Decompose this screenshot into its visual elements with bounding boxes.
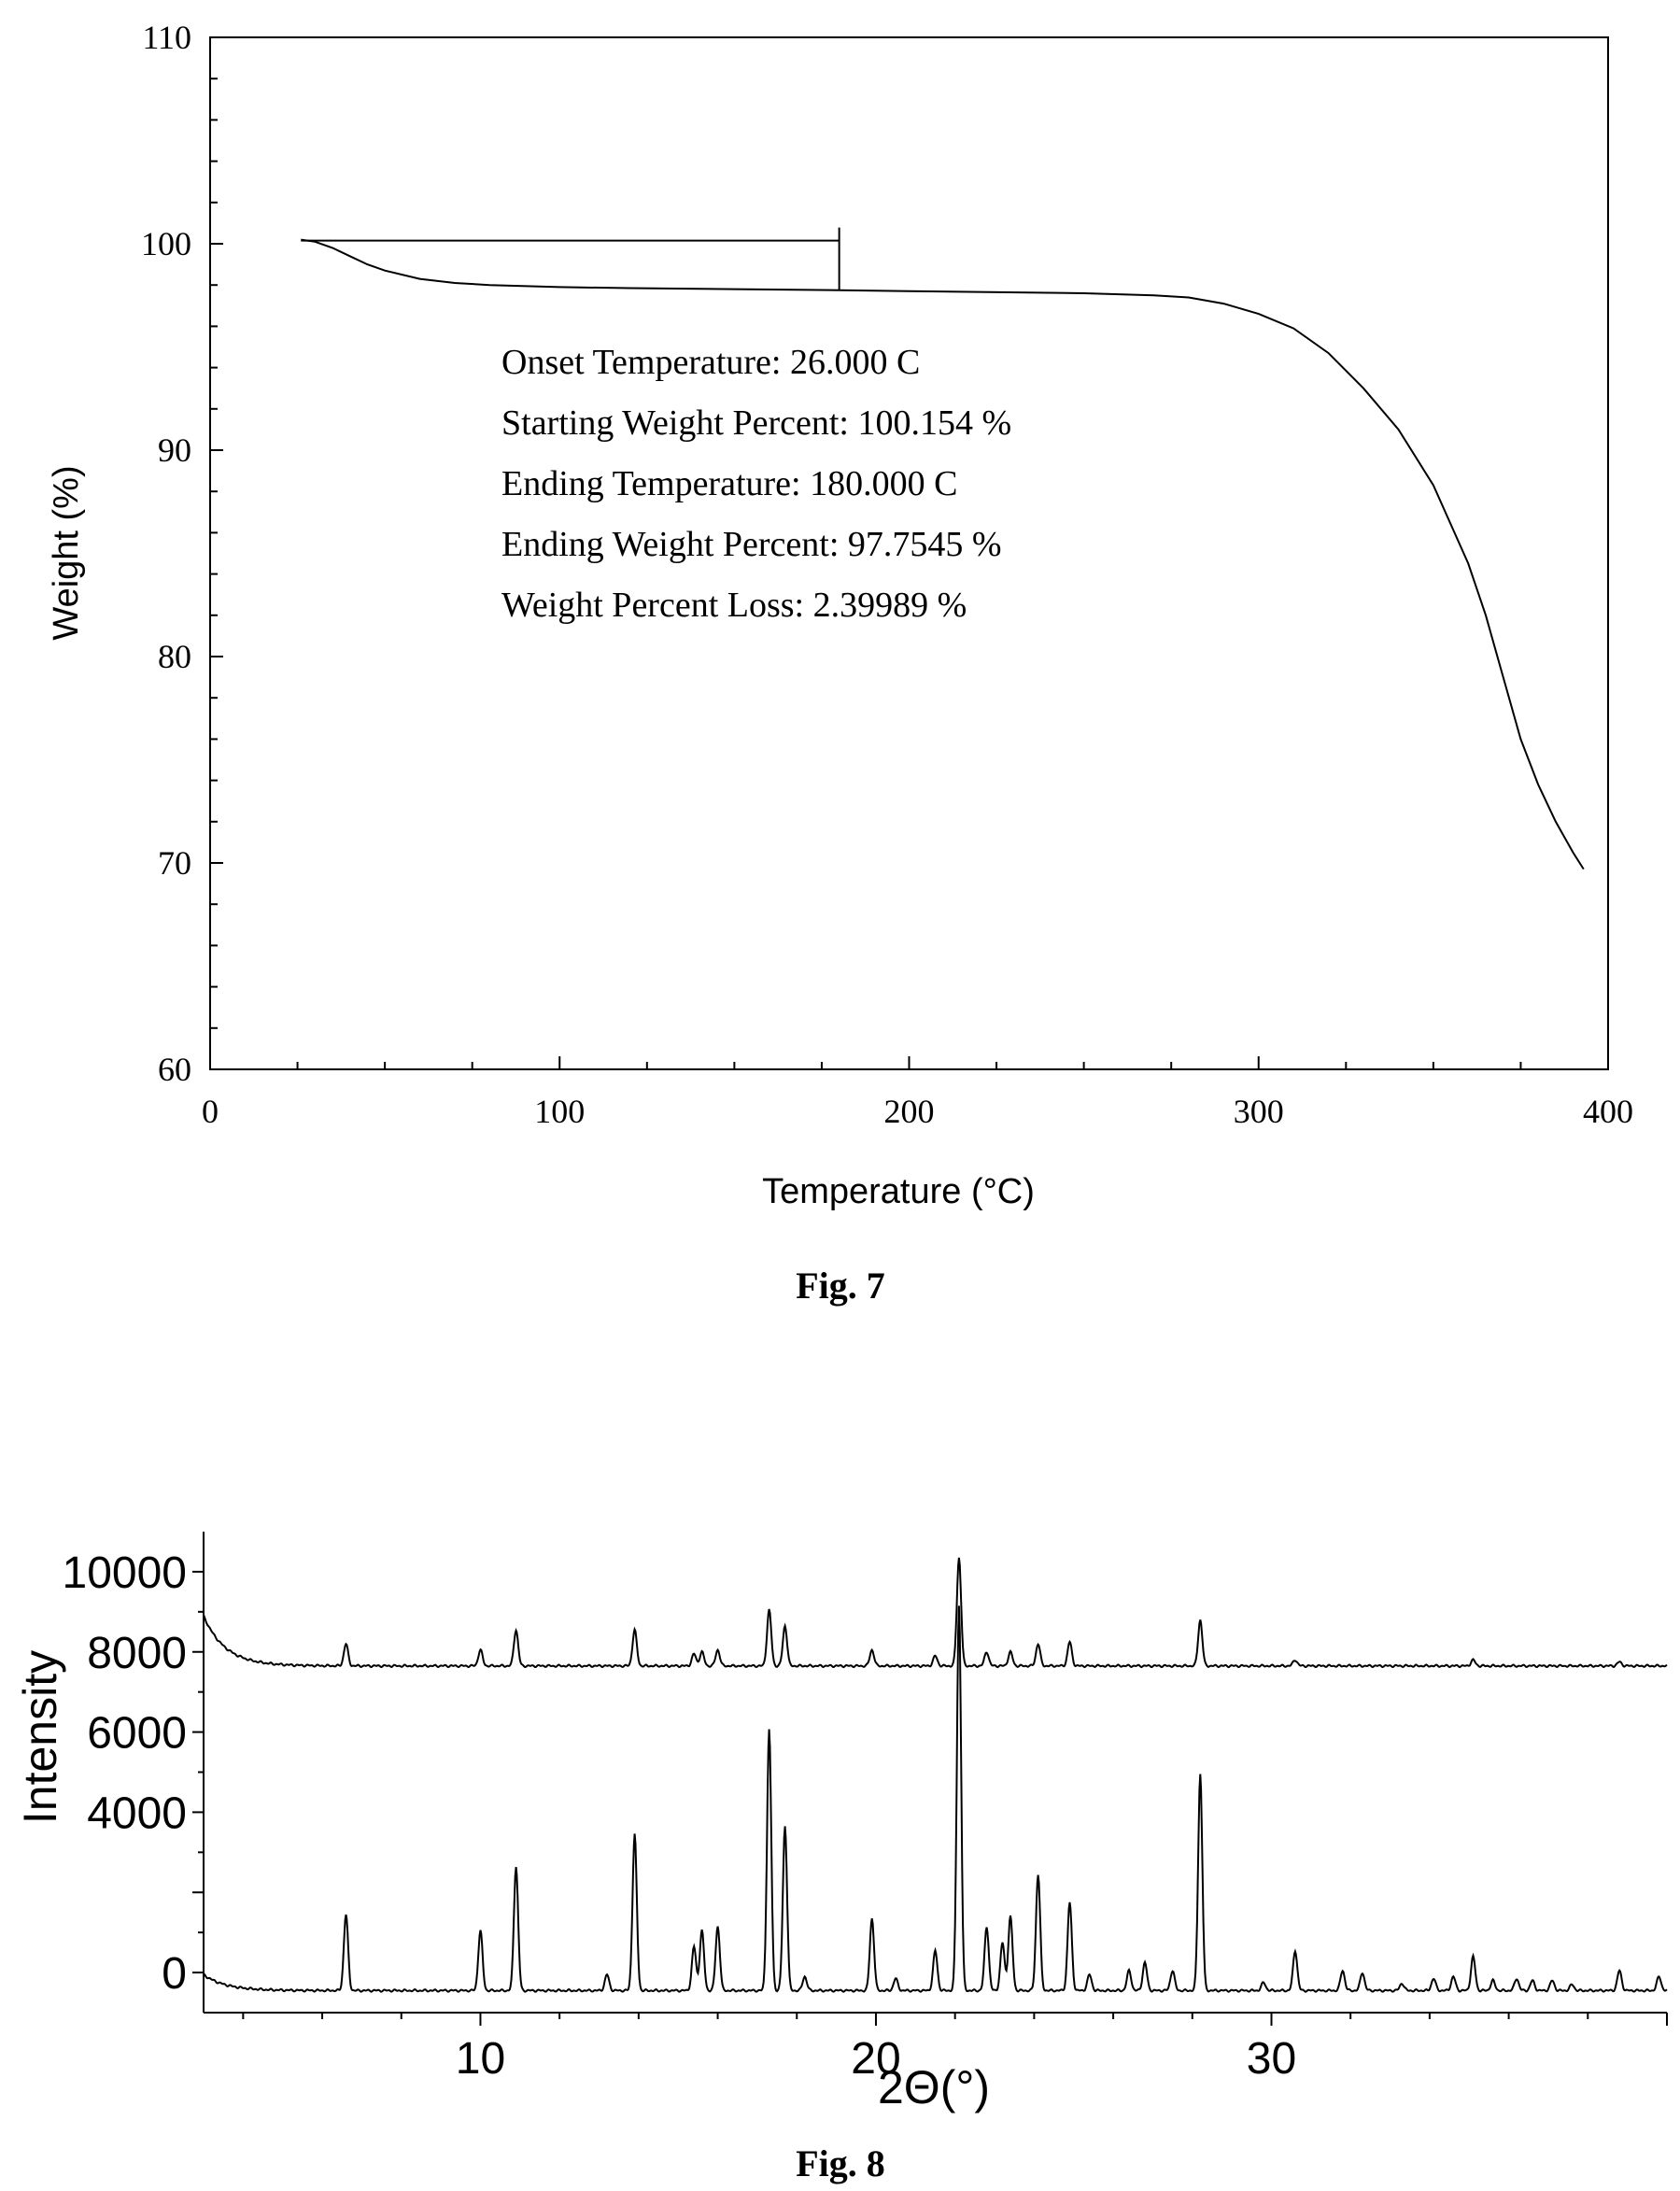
xrpd-y-axis-label: Intensity [14, 1650, 66, 1824]
tga-annotation-end-weight: Ending Weight Percent: 97.7545 % [501, 525, 1002, 564]
tga-annotation-loss: Weight Percent Loss: 2.39989 % [501, 586, 967, 625]
tga-x-tick-label: 0 [202, 1093, 219, 1130]
xrpd-y-tick-label: 0 [162, 1949, 187, 1999]
tga-chart: 0 100 200 300 400 60 70 80 90 100 110 Weight (%) T… [47, 19, 1633, 1211]
tga-annotation-onset: Onset Temperature: 26.000 C [501, 343, 920, 382]
tga-x-axis-label: Temperature (°C) [762, 1172, 1035, 1211]
tga-y-tick-label: 60 [158, 1051, 191, 1088]
fig7-caption: Fig. 7 [796, 1265, 885, 1307]
tga-y-axis-label: Weight (%) [47, 465, 86, 640]
xrpd-tick-labels: 10 20 30 0 4000 6000 8000 10000 [63, 1548, 1297, 2084]
tga-y-tick-label: 90 [158, 431, 191, 469]
tga-annotation-start-weight: Starting Weight Percent: 100.154 % [501, 403, 1011, 443]
tga-x-tick-label: 400 [1583, 1093, 1633, 1130]
xrpd-tick-marks [192, 1570, 1668, 2026]
tga-tick-marks [209, 36, 1609, 1070]
xrpd-lower-pattern [203, 1605, 1668, 1993]
xrpd-y-tick-label: 8000 [87, 1629, 187, 1678]
tga-weight-curve [301, 238, 1585, 870]
xrpd-y-tick-label: 10000 [63, 1548, 187, 1598]
xrpd-y-tick-label: 6000 [87, 1709, 187, 1759]
tga-y-tick-label: 100 [141, 225, 191, 262]
fig8-caption: Fig. 8 [796, 2142, 885, 2184]
tga-x-tick-label: 100 [534, 1093, 585, 1130]
tga-x-tick-label: 200 [884, 1093, 935, 1130]
tga-y-tick-label: 80 [158, 638, 191, 675]
xrpd-x-axis-label: 2Θ(°) [878, 2061, 990, 2113]
tga-x-tick-label: 300 [1234, 1093, 1284, 1130]
xrpd-chart: 10 20 30 0 4000 6000 8000 10000 Intensity 2Θ(°) [14, 1532, 1668, 2113]
tga-y-tick-label: 110 [142, 19, 191, 56]
tga-y-tick-label: 70 [158, 844, 191, 882]
tga-annotation-text: Onset Temperature: 26.000 C Starting Wei… [501, 343, 1011, 625]
xrpd-y-tick-label: 4000 [87, 1788, 187, 1838]
tga-annotation-end-temp: Ending Temperature: 180.000 C [501, 464, 957, 503]
xrpd-x-tick-label: 30 [1247, 2034, 1296, 2084]
xrpd-x-tick-label: 20 [851, 2034, 900, 2084]
xrpd-x-tick-label: 10 [456, 2034, 505, 2084]
tga-tick-labels: 0 100 200 300 400 60 70 80 90 100 110 [141, 19, 1633, 1130]
xrpd-upper-pattern [203, 1557, 1668, 1669]
